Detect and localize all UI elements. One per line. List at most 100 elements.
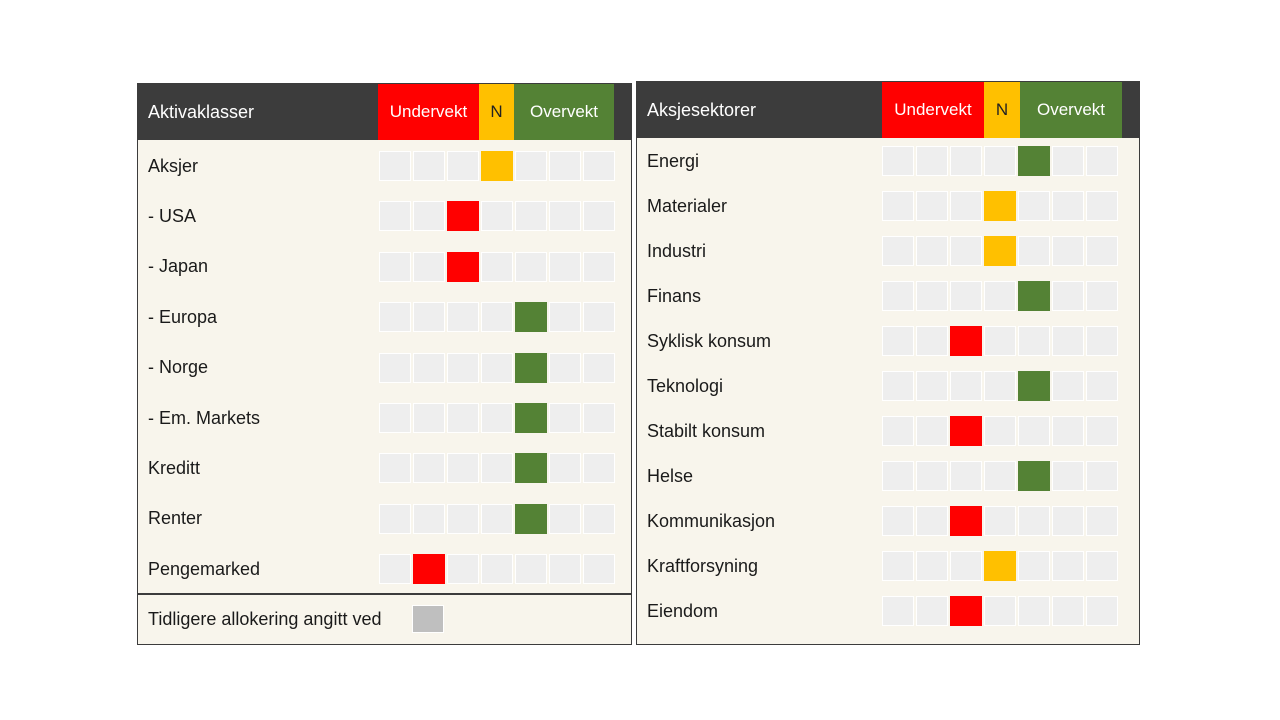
asset-row-pengemarked: Pengemarked <box>138 554 631 585</box>
weight-marker <box>950 506 982 536</box>
weight-cell <box>984 596 1016 626</box>
weight-marker <box>413 554 445 585</box>
weight-cell <box>413 151 445 181</box>
weight-cell <box>950 281 982 311</box>
weight-cell <box>1086 416 1118 446</box>
equity-sector-panel: Aksjesektorer Undervekt N Overvekt Energ… <box>636 81 1140 645</box>
weight-cell <box>481 453 513 484</box>
weight-marker <box>515 302 547 333</box>
legend-label: Tidligere allokering angitt ved <box>148 608 382 629</box>
weight-cell <box>447 352 479 383</box>
sector-row-label: Finans <box>647 285 702 306</box>
sector-row-teknologi: Teknologi <box>637 371 1139 401</box>
weight-cell <box>583 352 615 383</box>
weight-cell <box>916 191 948 221</box>
weight-cell <box>583 503 615 534</box>
weight-marker <box>950 416 982 446</box>
weight-cell <box>379 251 411 282</box>
sector-row-kraftforsyning: Kraftforsyning <box>637 551 1139 581</box>
sector-row-label: Stabilt konsum <box>647 420 766 441</box>
weight-cell <box>379 453 411 484</box>
asset-row-kreditt: Kreditt <box>138 453 631 484</box>
weight-marker <box>447 251 479 282</box>
weight-cell <box>1018 191 1050 221</box>
weight-cell <box>916 506 948 536</box>
weight-cell <box>882 326 914 356</box>
sector-row-label: Kommunikasjon <box>647 510 776 531</box>
sector-row-materialer: Materialer <box>637 191 1139 221</box>
sector-weight-scale <box>882 371 1118 401</box>
weight-cell <box>379 302 411 333</box>
weight-cell <box>413 453 445 484</box>
asset-weight-scale <box>379 302 615 333</box>
weight-cell <box>549 453 581 484</box>
weight-cell <box>1018 506 1050 536</box>
underweight-header: Undervekt <box>882 82 984 138</box>
asset-row-label: Aksjer <box>148 155 199 176</box>
sector-row-eiendom: Eiendom <box>637 596 1139 626</box>
asset-weight-scale <box>379 251 615 282</box>
weight-cell <box>481 554 513 585</box>
asset-class-header: Aktivaklasser Undervekt N Overvekt <box>138 84 631 140</box>
asset-weight-scale <box>379 554 615 585</box>
sector-row-label: Materialer <box>647 195 728 216</box>
sector-weight-scale <box>882 596 1118 626</box>
weight-cell <box>481 503 513 534</box>
weight-cell <box>549 201 581 232</box>
asset-row-em-markets: - Em. Markets <box>138 403 631 433</box>
weight-cell <box>1018 551 1050 581</box>
weight-cell <box>1052 551 1084 581</box>
sector-row-energi: Energi <box>637 146 1139 176</box>
weight-cell <box>447 453 479 484</box>
weight-cell <box>1086 236 1118 266</box>
weight-marker <box>950 596 982 626</box>
weight-cell <box>882 596 914 626</box>
weight-cell <box>413 403 445 433</box>
weight-marker <box>984 191 1016 221</box>
weight-cell <box>1086 461 1118 491</box>
asset-weight-scale <box>379 151 615 181</box>
weight-cell <box>1086 371 1118 401</box>
weight-cell <box>984 506 1016 536</box>
weight-cell <box>447 151 479 181</box>
weight-marker <box>1018 371 1050 401</box>
weight-cell <box>916 551 948 581</box>
weight-cell <box>882 281 914 311</box>
overweight-header: Overvekt <box>1020 82 1122 138</box>
previous-allocation-swatch <box>412 605 444 633</box>
weight-cell <box>1018 236 1050 266</box>
weight-cell <box>549 403 581 433</box>
asset-row-label: - Europa <box>148 306 218 327</box>
neutral-header: N <box>479 84 514 140</box>
weight-cell <box>1052 461 1084 491</box>
weight-cell <box>481 302 513 333</box>
weight-cell <box>447 403 479 433</box>
weight-cell <box>916 596 948 626</box>
asset-class-panel: Aktivaklasser Undervekt N Overvekt Aksje… <box>137 83 632 645</box>
sector-row-label: Eiendom <box>647 600 719 621</box>
weight-cell <box>413 251 445 282</box>
weight-cell <box>1018 326 1050 356</box>
weight-cell <box>379 352 411 383</box>
weight-cell <box>1086 326 1118 356</box>
weight-cell <box>1018 416 1050 446</box>
legend-divider <box>138 593 631 595</box>
weight-cell <box>1086 506 1118 536</box>
overweight-header: Overvekt <box>514 84 614 140</box>
weight-marker <box>984 551 1016 581</box>
weight-cell <box>984 281 1016 311</box>
sector-weight-scale <box>882 506 1118 536</box>
weight-cell <box>950 236 982 266</box>
sector-weight-scale <box>882 281 1118 311</box>
equity-sector-header: Aksjesektorer Undervekt N Overvekt <box>637 82 1139 138</box>
sector-row-label: Helse <box>647 465 694 486</box>
weight-cell <box>379 554 411 585</box>
weight-cell <box>583 302 615 333</box>
weight-cell <box>1052 506 1084 536</box>
sector-row-label: Kraftforsyning <box>647 555 759 576</box>
sector-weight-scale <box>882 191 1118 221</box>
weight-marker <box>984 236 1016 266</box>
weight-cell <box>549 352 581 383</box>
weight-cell <box>882 191 914 221</box>
weight-cell <box>549 554 581 585</box>
